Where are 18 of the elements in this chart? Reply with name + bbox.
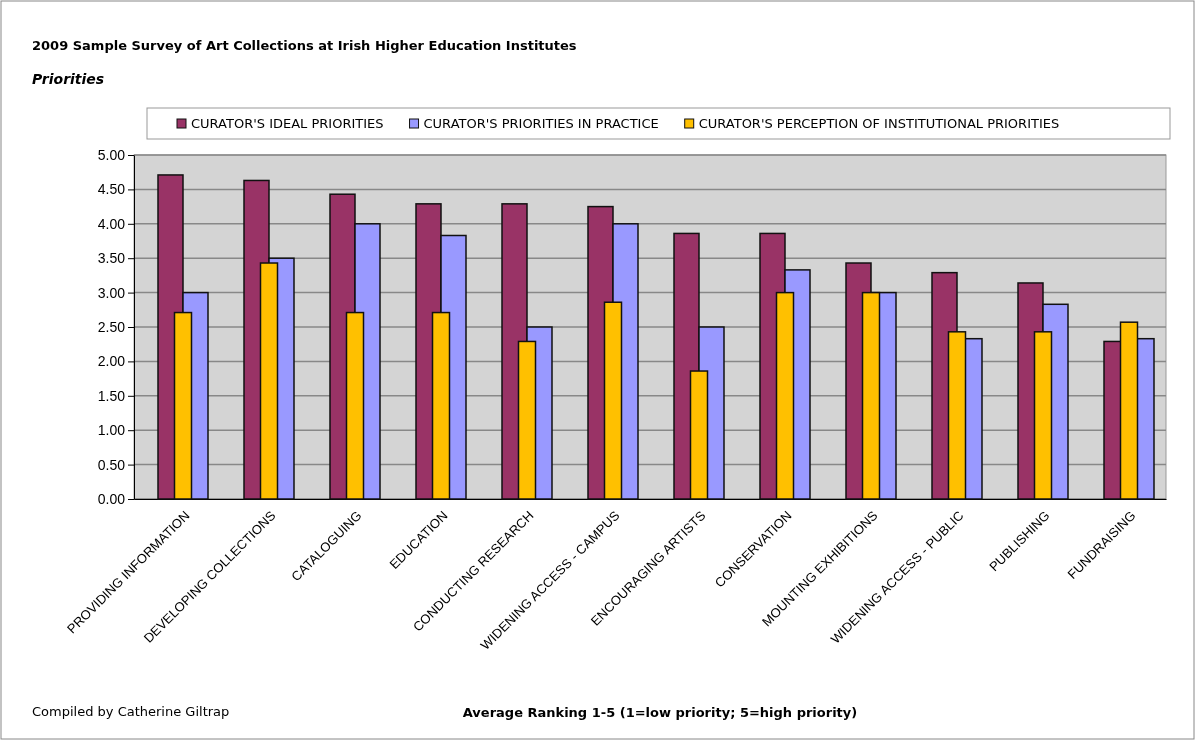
- y-tick-label: 4.00: [97, 215, 126, 232]
- y-tick-label: 0.00: [97, 490, 126, 507]
- y-tick-label: 1.00: [97, 422, 126, 439]
- legend-label: CURATOR'S IDEAL PRIORITIES: [191, 116, 384, 131]
- legend-label: CURATOR'S PRIORITIES IN PRACTICE: [423, 116, 659, 131]
- legend-label: CURATOR'S PERCEPTION OF INSTITUTIONAL PRIORITIES: [698, 116, 1060, 131]
- chart-title: 2009 Sample Survey of Art Collections at Irish Higher Education Institutes: [32, 38, 577, 53]
- y-tick-label: 3.50: [97, 250, 126, 267]
- y-tick-label: 5.00: [97, 146, 126, 163]
- x-axis-title: Average Ranking 1-5 (1=low priority; 5=high priority): [462, 705, 858, 720]
- text: Compiled by Catherine Giltrap: [32, 704, 230, 719]
- y-tick-label: 1.50: [97, 387, 126, 404]
- y-tick-label: 2.00: [97, 353, 126, 370]
- y-tick-label: 4.50: [97, 181, 126, 198]
- y-tick-label: 2.50: [97, 318, 126, 335]
- y-tick-label: 3.00: [97, 284, 126, 301]
- y-tick-label: 0.50: [97, 456, 126, 473]
- chart-subtitle: Priorities: [32, 71, 105, 87]
